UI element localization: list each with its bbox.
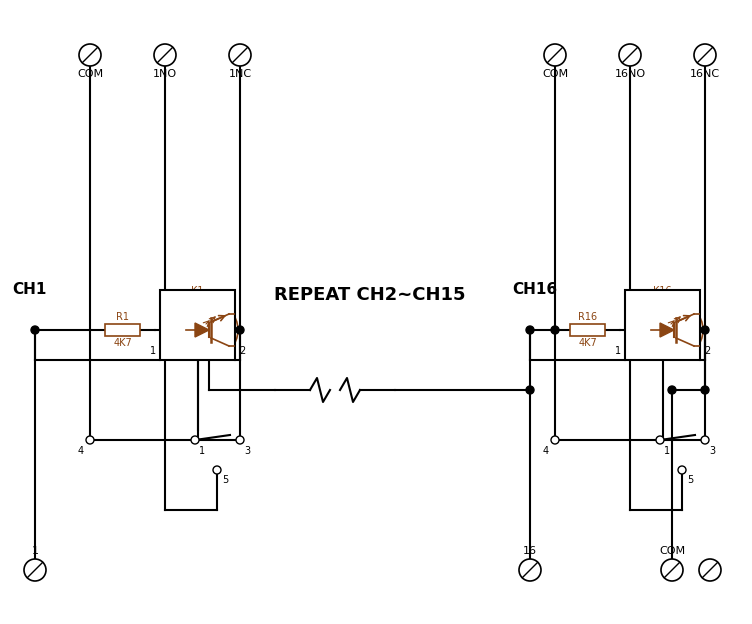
Text: COM: COM: [542, 69, 568, 79]
Text: 1: 1: [664, 446, 670, 456]
Text: 3: 3: [244, 446, 250, 456]
Circle shape: [661, 559, 683, 581]
Text: COM: COM: [659, 546, 685, 556]
Circle shape: [647, 302, 703, 358]
Circle shape: [544, 44, 566, 66]
Text: LD16: LD16: [663, 297, 687, 307]
Text: 4K7: 4K7: [578, 338, 597, 348]
Text: 4: 4: [78, 446, 84, 456]
Text: R16: R16: [578, 312, 597, 322]
Circle shape: [701, 326, 709, 334]
Bar: [569, 324, 605, 336]
Text: 3: 3: [709, 446, 715, 456]
Text: 5: 5: [687, 475, 693, 485]
Circle shape: [701, 386, 709, 394]
Text: CH1: CH1: [12, 283, 47, 298]
Text: K1: K1: [191, 286, 204, 296]
Bar: [105, 324, 141, 336]
Text: 1NC: 1NC: [229, 69, 252, 79]
Text: 4: 4: [543, 446, 549, 456]
Circle shape: [526, 326, 534, 334]
Text: LD1: LD1: [200, 297, 220, 307]
Circle shape: [229, 44, 251, 66]
Text: 1: 1: [150, 346, 156, 356]
Circle shape: [656, 436, 664, 444]
Text: 1: 1: [32, 546, 38, 556]
Text: K16: K16: [653, 286, 672, 296]
Polygon shape: [660, 323, 674, 337]
Circle shape: [519, 559, 541, 581]
Circle shape: [79, 44, 101, 66]
Circle shape: [526, 386, 534, 394]
Circle shape: [236, 436, 244, 444]
Text: 1NO: 1NO: [153, 69, 177, 79]
Circle shape: [86, 436, 94, 444]
Circle shape: [694, 44, 716, 66]
Polygon shape: [195, 323, 209, 337]
Circle shape: [668, 386, 676, 394]
Bar: [160, 290, 235, 360]
Circle shape: [213, 466, 221, 474]
Circle shape: [551, 436, 559, 444]
Circle shape: [619, 44, 641, 66]
Bar: [625, 290, 700, 360]
Circle shape: [24, 559, 46, 581]
Text: 5: 5: [222, 475, 229, 485]
Circle shape: [699, 559, 721, 581]
Circle shape: [182, 302, 238, 358]
Circle shape: [31, 326, 39, 334]
Circle shape: [236, 326, 244, 334]
Text: 16NC: 16NC: [690, 69, 720, 79]
Text: COM: COM: [77, 69, 103, 79]
Text: 16NO: 16NO: [614, 69, 645, 79]
Text: 16: 16: [523, 546, 537, 556]
Circle shape: [154, 44, 176, 66]
Text: 2: 2: [239, 346, 245, 356]
Circle shape: [701, 436, 709, 444]
Circle shape: [191, 436, 199, 444]
Circle shape: [678, 466, 686, 474]
Circle shape: [551, 326, 559, 334]
Text: 1: 1: [615, 346, 621, 356]
Text: CH16: CH16: [512, 283, 557, 298]
Text: 1: 1: [199, 446, 205, 456]
Text: R1: R1: [116, 312, 129, 322]
Text: REPEAT CH2~CH15: REPEAT CH2~CH15: [274, 286, 465, 304]
Text: 2: 2: [704, 346, 710, 356]
Text: 4K7: 4K7: [113, 338, 132, 348]
